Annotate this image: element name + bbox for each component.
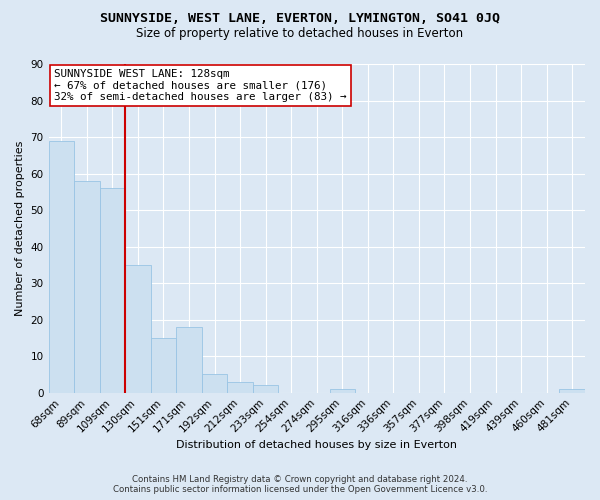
Bar [176, 327, 202, 392]
Bar [202, 374, 227, 392]
Bar [125, 265, 151, 392]
Text: SUNNYSIDE, WEST LANE, EVERTON, LYMINGTON, SO41 0JQ: SUNNYSIDE, WEST LANE, EVERTON, LYMINGTON… [100, 12, 500, 26]
Text: Contains HM Land Registry data © Crown copyright and database right 2024.
Contai: Contains HM Land Registry data © Crown c… [113, 474, 487, 494]
Bar [74, 181, 100, 392]
Bar [253, 386, 278, 392]
Bar [100, 188, 125, 392]
X-axis label: Distribution of detached houses by size in Everton: Distribution of detached houses by size … [176, 440, 457, 450]
Y-axis label: Number of detached properties: Number of detached properties [15, 140, 25, 316]
Bar [227, 382, 253, 392]
Text: Size of property relative to detached houses in Everton: Size of property relative to detached ho… [136, 28, 464, 40]
Text: SUNNYSIDE WEST LANE: 128sqm
← 67% of detached houses are smaller (176)
32% of se: SUNNYSIDE WEST LANE: 128sqm ← 67% of det… [54, 69, 346, 102]
Bar [151, 338, 176, 392]
Bar [329, 389, 355, 392]
Bar [49, 140, 74, 392]
Bar [559, 389, 585, 392]
